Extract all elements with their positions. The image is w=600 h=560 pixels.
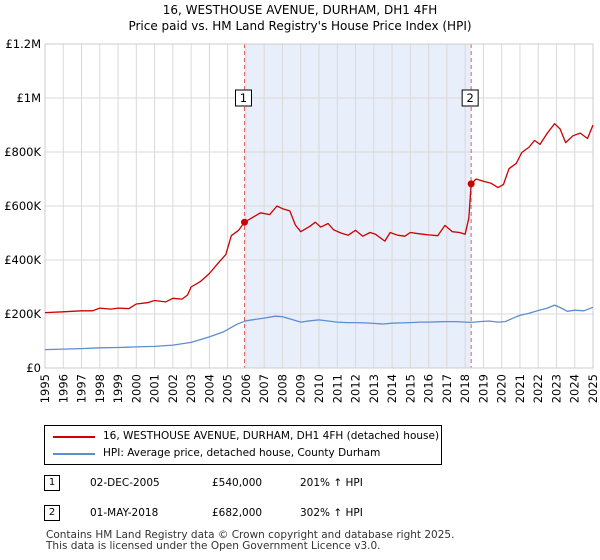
legend-swatch-property bbox=[53, 436, 95, 438]
transaction-row: 1 02-DEC-2005 £540,000 201% ↑ HPI bbox=[0, 473, 600, 493]
transaction-date: 01-MAY-2018 bbox=[90, 507, 159, 519]
property-price-line bbox=[44, 123, 594, 314]
legend-item-hpi: HPI: Average price, detached house, Coun… bbox=[45, 445, 441, 461]
x-tick-label: 1995 bbox=[38, 374, 52, 403]
x-tick-label: 2015 bbox=[403, 374, 417, 403]
hpi-line bbox=[44, 304, 594, 351]
transaction-price: £682,000 bbox=[212, 507, 263, 519]
y-tick-label: £800K bbox=[4, 145, 41, 159]
x-tick-label: 1996 bbox=[56, 374, 70, 403]
x-tick-label: 2009 bbox=[294, 374, 308, 403]
transaction-badge: 2 bbox=[44, 505, 60, 521]
x-tick-label: 2018 bbox=[458, 374, 472, 403]
plot-border bbox=[44, 43, 594, 369]
x-tick-label: 2017 bbox=[440, 374, 454, 403]
chart-subtitle: Price paid vs. HM Land Registry's House … bbox=[128, 19, 472, 33]
footer-line: This data is licensed under the Open Gov… bbox=[46, 540, 381, 552]
x-tick-label: 2021 bbox=[513, 374, 527, 403]
footer-line: Contains HM Land Registry data © Crown c… bbox=[46, 529, 455, 541]
x-tick-label: 1999 bbox=[111, 374, 125, 403]
y-tick-label: £400K bbox=[4, 253, 41, 267]
x-tick-label: 2000 bbox=[129, 374, 143, 403]
sale-point bbox=[467, 180, 475, 188]
x-tick-label: 2024 bbox=[568, 374, 582, 403]
transaction-row: 2 01-MAY-2018 £682,000 302% ↑ HPI bbox=[0, 503, 600, 523]
transaction-hpi: 201% ↑ HPI bbox=[300, 477, 363, 489]
y-tick-label: £600K bbox=[4, 199, 41, 213]
x-tick-label: 2012 bbox=[349, 374, 363, 403]
chart-title: 16, WESTHOUSE AVENUE, DURHAM, DH1 4FH bbox=[162, 3, 438, 17]
x-tick-label: 2019 bbox=[476, 374, 490, 403]
x-tick-label: 2023 bbox=[549, 374, 563, 403]
y-tick-label: £1.2M bbox=[5, 37, 41, 51]
sale-label: 1 bbox=[240, 91, 247, 105]
transaction-badge: 1 bbox=[44, 475, 60, 491]
x-tick-label: 2006 bbox=[239, 374, 253, 403]
x-tick-label: 2025 bbox=[586, 374, 600, 403]
sale-label-box bbox=[461, 89, 479, 107]
footer-attribution: Contains HM Land Registry data © Crown c… bbox=[46, 530, 454, 552]
x-tick-label: 1997 bbox=[75, 374, 89, 403]
legend: 16, WESTHOUSE AVENUE, DURHAM, DH1 4FH (d… bbox=[44, 425, 442, 465]
x-tick-label: 2002 bbox=[166, 374, 180, 403]
x-tick-label: 2004 bbox=[202, 374, 216, 403]
legend-label-hpi: HPI: Average price, detached house, Coun… bbox=[103, 447, 381, 459]
x-tick-label: 2001 bbox=[148, 374, 162, 403]
x-tick-label: 2003 bbox=[184, 374, 198, 403]
x-tick-label: 2013 bbox=[367, 374, 381, 403]
x-tick-label: 1998 bbox=[93, 374, 107, 403]
legend-swatch-hpi bbox=[53, 453, 95, 455]
price-chart: 1 2 £0 £200K £400K £600K £800K £1M £1.2M 1995 1996… bbox=[4, 37, 600, 403]
sale-label: 2 bbox=[466, 91, 473, 105]
transaction-date: 02-DEC-2005 bbox=[90, 477, 160, 489]
sale-point bbox=[240, 218, 248, 226]
y-tick-label: £1M bbox=[16, 91, 41, 105]
transaction-hpi: 302% ↑ HPI bbox=[300, 507, 363, 519]
x-tick-label: 2022 bbox=[531, 374, 545, 403]
y-tick-label: £0 bbox=[26, 361, 41, 375]
x-tick-label: 2010 bbox=[312, 374, 326, 403]
x-tick-label: 2020 bbox=[495, 374, 509, 403]
x-tick-label: 2014 bbox=[385, 374, 399, 403]
x-tick-label: 2008 bbox=[275, 374, 289, 403]
legend-item-property: 16, WESTHOUSE AVENUE, DURHAM, DH1 4FH (d… bbox=[45, 428, 441, 444]
x-tick-label: 2016 bbox=[422, 374, 436, 403]
legend-label-property: 16, WESTHOUSE AVENUE, DURHAM, DH1 4FH (d… bbox=[103, 430, 440, 442]
transaction-price: £540,000 bbox=[212, 477, 263, 489]
x-tick-label: 2005 bbox=[221, 374, 235, 403]
y-tick-label: £200K bbox=[4, 307, 41, 321]
x-tick-label: 2011 bbox=[330, 374, 344, 403]
sale-label-box bbox=[234, 89, 252, 107]
x-tick-label: 2007 bbox=[257, 374, 271, 403]
